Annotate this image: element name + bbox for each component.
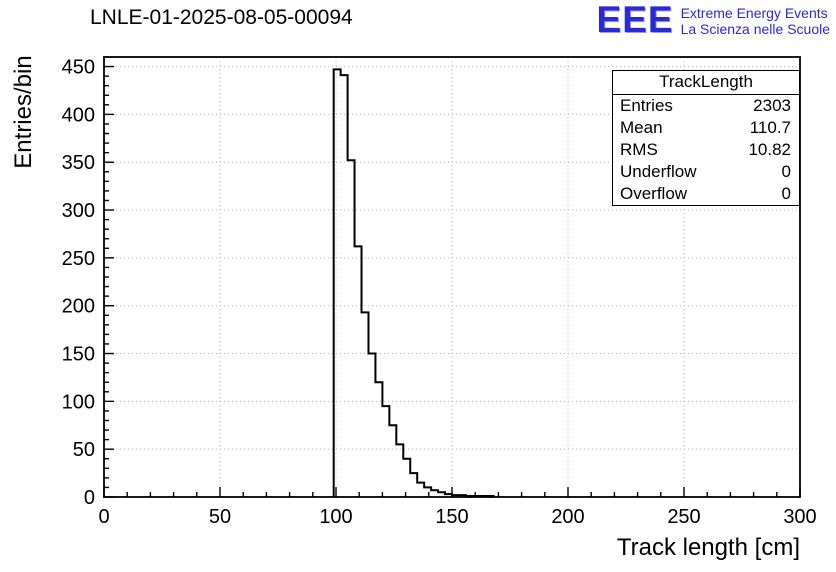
plot-title: LNLE-01-2025-08-05-00094 [90,6,353,29]
stats-row-rms: RMS 10.82 [613,139,799,161]
y-tick-label: 300 [62,200,95,222]
eee-logo-subtitle: Extreme Energy Events La Scienza nelle S… [681,2,830,37]
stats-value: 0 [781,162,791,181]
eee-logo-acronym: EEE [596,0,674,40]
stats-row-entries: Entries 2303 [613,95,799,117]
stats-box: TrackLength Entries 2303 Mean 110.7 RMS … [612,70,800,206]
stats-label: RMS [620,140,658,159]
axis-ticks [103,56,801,498]
y-tick-label: 350 [62,152,95,174]
x-tick-label: 0 [98,506,109,528]
y-tick-label: 200 [62,296,95,318]
eee-logo-line-2: La Scienza nelle Scuole [680,21,830,37]
eee-logo-line-1: Extreme Energy Events [680,5,828,21]
x-axis-title: Track length [cm] [616,534,800,561]
y-tick-label: 150 [62,344,95,366]
stats-value: 110.7 [749,118,791,137]
y-axis-title: Entries/bin [10,55,37,169]
stats-label: Underflow [620,162,697,181]
stats-value: 0 [781,184,791,203]
y-tick-label: 450 [62,57,95,79]
stats-row-overflow: Overflow 0 [613,183,799,205]
stats-label: Mean [620,118,663,137]
x-tick-label: 50 [209,506,231,528]
stats-title: TrackLength [613,71,799,95]
x-tick-label: 250 [667,506,700,528]
axis-tick-labels: 0 50 100 150 200 250 300 0 50 100 150 200 250 300 350 4… [62,57,817,528]
x-tick-label: 200 [551,506,584,528]
x-tick-label: 150 [435,506,468,528]
x-tick-label: 300 [783,506,816,528]
stats-row-mean: Mean 110.7 [613,117,799,139]
histogram-line [332,68,495,498]
stats-value: 10.82 [748,140,791,159]
x-tick-label: 100 [319,506,352,528]
stats-label: Overflow [620,184,688,203]
y-tick-label: 50 [73,439,95,461]
y-tick-label: 400 [62,104,95,126]
stats-label: Entries [620,96,673,115]
y-tick-label: 0 [84,487,95,509]
stats-row-underflow: Underflow 0 [613,161,799,183]
eee-logo: EEE Extreme Energy Events La Scienza nel… [596,0,830,40]
y-tick-label: 250 [62,248,95,270]
stats-value: 2303 [753,96,791,115]
y-tick-label: 100 [62,391,95,413]
